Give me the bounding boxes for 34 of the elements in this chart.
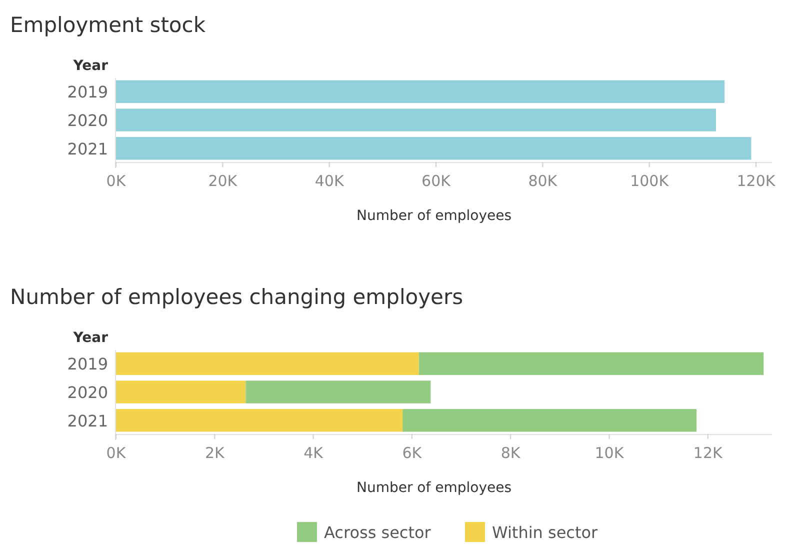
x-tick-label: 100K <box>630 172 670 190</box>
x-tick-label: 12K <box>693 444 724 462</box>
y-axis-title: Year <box>72 330 108 346</box>
x-tick-label: 4K <box>304 444 324 462</box>
chart-title: Employment stock <box>10 13 206 37</box>
x-axis-title: Number of employees <box>356 480 512 496</box>
bar <box>402 409 697 432</box>
x-tick-label: 120K <box>736 172 776 190</box>
bar <box>116 352 419 375</box>
x-tick-label: 6K <box>402 444 423 462</box>
legend-label: Across sector <box>324 523 432 542</box>
chart-title: Number of employees changing employers <box>10 285 464 309</box>
bar <box>116 380 246 404</box>
y-tick-label: 2019 <box>67 354 108 374</box>
x-tick-label: 0K <box>106 444 127 462</box>
x-tick-label: 40K <box>314 172 345 190</box>
bar <box>246 380 431 404</box>
y-tick-label: 2020 <box>67 111 108 130</box>
bar <box>418 352 764 375</box>
x-tick-label: 80K <box>528 172 558 190</box>
y-tick-label: 2019 <box>67 82 108 102</box>
y-tick-label: 2020 <box>67 383 108 402</box>
y-tick-label: 2021 <box>67 139 108 158</box>
x-tick-label: 0K <box>106 172 127 190</box>
x-tick-label: 10K <box>594 444 625 462</box>
x-tick-label: 8K <box>500 444 522 462</box>
legend-label: Within sector <box>492 523 598 542</box>
y-axis-title: Year <box>72 58 108 74</box>
x-tick-label: 60K <box>422 172 452 190</box>
x-tick-label: 20K <box>208 172 238 190</box>
bar <box>116 409 403 432</box>
x-tick-label: 2K <box>204 444 226 462</box>
y-tick-label: 2021 <box>67 411 108 430</box>
x-axis-title: Number of employees <box>356 208 512 224</box>
